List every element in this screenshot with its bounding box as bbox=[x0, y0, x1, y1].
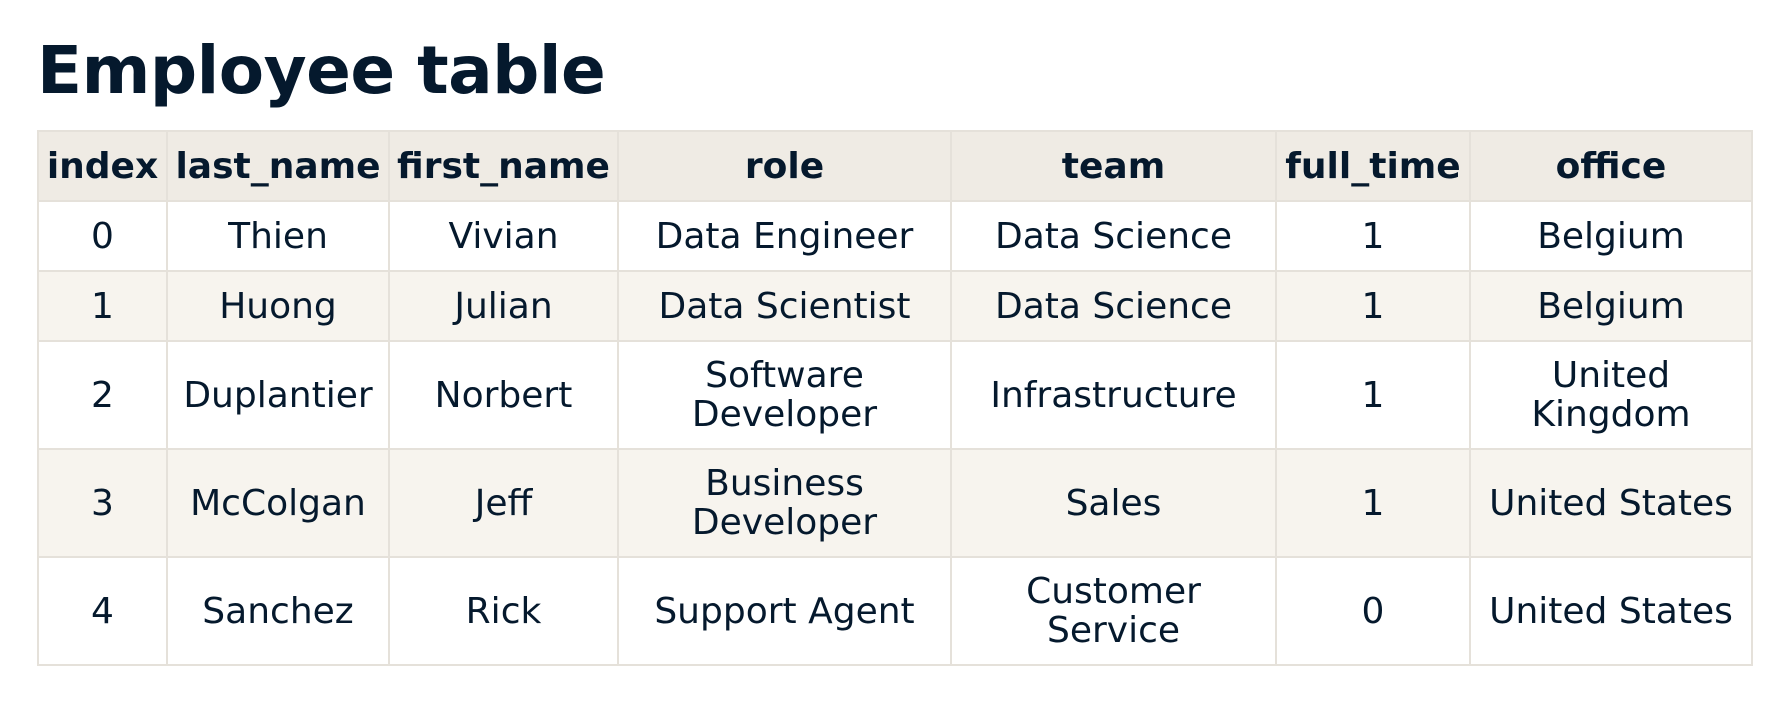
table-cell-index: 4 bbox=[37, 556, 168, 666]
table-cell-index: 3 bbox=[37, 448, 168, 558]
table-row: 0 Thien Vivian Data Engineer Data Scienc… bbox=[37, 200, 1753, 272]
table-cell-role: Data Scientist bbox=[617, 270, 952, 342]
table-cell-role: Support Agent bbox=[617, 556, 952, 666]
table-row: 2 Duplantier Norbert Software Developer … bbox=[37, 340, 1753, 450]
table-cell-full-time: 1 bbox=[1275, 270, 1471, 342]
table-cell-index: 2 bbox=[37, 340, 168, 450]
table-cell-last-name: McColgan bbox=[166, 448, 390, 558]
table-cell-full-time: 1 bbox=[1275, 200, 1471, 272]
table-row: 3 McColgan Jeff Business Developer Sales… bbox=[37, 448, 1753, 558]
table-cell-first-name: Norbert bbox=[388, 340, 619, 450]
table-cell-full-time: 0 bbox=[1275, 556, 1471, 666]
column-header-index: index bbox=[37, 130, 168, 202]
table-cell-role: Software Developer bbox=[617, 340, 952, 450]
table-cell-office: United States bbox=[1469, 556, 1753, 666]
table-cell-first-name: Rick bbox=[388, 556, 619, 666]
table-row: 1 Huong Julian Data Scientist Data Scien… bbox=[37, 270, 1753, 342]
table-cell-team: Sales bbox=[950, 448, 1277, 558]
table-cell-team: Customer Service bbox=[950, 556, 1277, 666]
table-cell-full-time: 1 bbox=[1275, 340, 1471, 450]
column-header-team: team bbox=[950, 130, 1277, 202]
table-cell-role: Business Developer bbox=[617, 448, 952, 558]
table-cell-role: Data Engineer bbox=[617, 200, 952, 272]
table-cell-team: Data Science bbox=[950, 270, 1277, 342]
table-cell-office: Belgium bbox=[1469, 200, 1753, 272]
employee-table: index last_name first_name role team ful… bbox=[37, 130, 1753, 666]
column-header-office: office bbox=[1469, 130, 1753, 202]
table-cell-full-time: 1 bbox=[1275, 448, 1471, 558]
table-cell-last-name: Duplantier bbox=[166, 340, 390, 450]
table-header-row: index last_name first_name role team ful… bbox=[37, 130, 1753, 202]
table-cell-office: United States bbox=[1469, 448, 1753, 558]
table-cell-last-name: Huong bbox=[166, 270, 390, 342]
table-row: 4 Sanchez Rick Support Agent Customer Se… bbox=[37, 556, 1753, 666]
page-title: Employee table bbox=[37, 32, 606, 109]
table-cell-first-name: Julian bbox=[388, 270, 619, 342]
table-cell-office: United Kingdom bbox=[1469, 340, 1753, 450]
table-cell-first-name: Jeff bbox=[388, 448, 619, 558]
table-cell-last-name: Thien bbox=[166, 200, 390, 272]
table-cell-office: Belgium bbox=[1469, 270, 1753, 342]
table-cell-team: Data Science bbox=[950, 200, 1277, 272]
column-header-full-time: full_time bbox=[1275, 130, 1471, 202]
table-cell-team: Infrastructure bbox=[950, 340, 1277, 450]
table-cell-first-name: Vivian bbox=[388, 200, 619, 272]
column-header-last-name: last_name bbox=[166, 130, 390, 202]
column-header-first-name: first_name bbox=[388, 130, 619, 202]
table-cell-last-name: Sanchez bbox=[166, 556, 390, 666]
table-cell-index: 0 bbox=[37, 200, 168, 272]
column-header-role: role bbox=[617, 130, 952, 202]
table-cell-index: 1 bbox=[37, 270, 168, 342]
